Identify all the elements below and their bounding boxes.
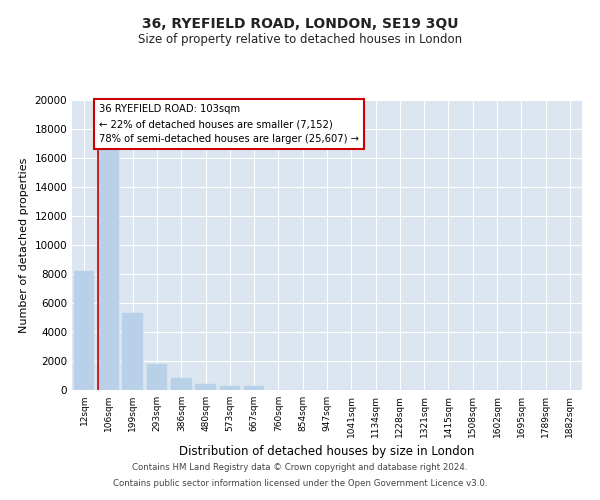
Text: Size of property relative to detached houses in London: Size of property relative to detached ho… — [138, 32, 462, 46]
Text: 36 RYEFIELD ROAD: 103sqm
← 22% of detached houses are smaller (7,152)
78% of sem: 36 RYEFIELD ROAD: 103sqm ← 22% of detach… — [99, 104, 359, 144]
Bar — [244, 386, 265, 390]
Text: Contains HM Land Registry data © Crown copyright and database right 2024.: Contains HM Land Registry data © Crown c… — [132, 464, 468, 472]
Text: Contains public sector information licensed under the Open Government Licence v3: Contains public sector information licen… — [113, 478, 487, 488]
Text: 36, RYEFIELD ROAD, LONDON, SE19 3QU: 36, RYEFIELD ROAD, LONDON, SE19 3QU — [142, 18, 458, 32]
Bar — [122, 313, 143, 390]
Bar — [146, 364, 167, 390]
Bar — [195, 384, 216, 390]
Bar — [171, 378, 191, 390]
Bar — [98, 148, 119, 390]
Bar — [74, 271, 94, 390]
Y-axis label: Number of detached properties: Number of detached properties — [19, 158, 29, 332]
Bar — [220, 386, 240, 390]
X-axis label: Distribution of detached houses by size in London: Distribution of detached houses by size … — [179, 446, 475, 458]
